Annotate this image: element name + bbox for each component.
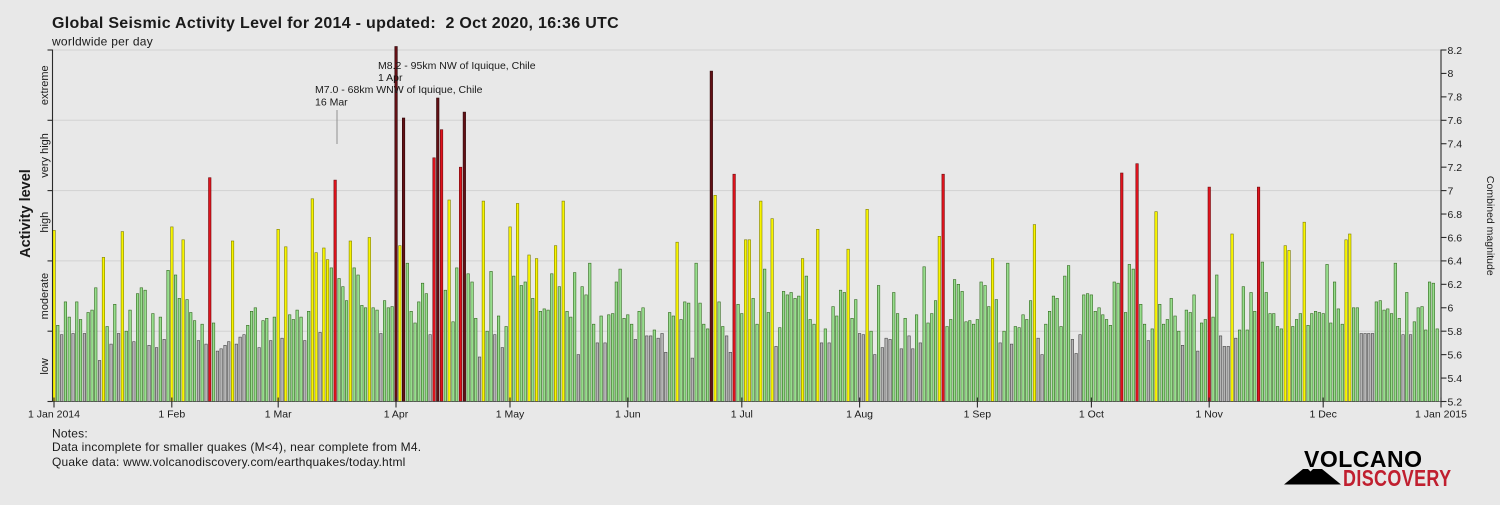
svg-text:8: 8 — [1448, 68, 1454, 80]
svg-text:7.2: 7.2 — [1448, 162, 1463, 174]
svg-text:6.2: 6.2 — [1448, 279, 1463, 291]
svg-text:1 Jul: 1 Jul — [731, 409, 753, 421]
svg-text:1 Apr: 1 Apr — [378, 72, 403, 84]
svg-text:very high: very high — [39, 133, 51, 178]
svg-text:M8.2 - 95km NW of Iquique, Chi: M8.2 - 95km NW of Iquique, Chile — [378, 60, 536, 72]
svg-text:extreme: extreme — [39, 65, 51, 105]
svg-text:Notes:: Notes: — [52, 427, 88, 441]
svg-text:6: 6 — [1448, 303, 1454, 315]
svg-text:Quake data: www.volcanodiscove: Quake data: www.volcanodiscovery.com/ear… — [52, 455, 406, 469]
svg-text:1 Oct: 1 Oct — [1079, 409, 1104, 421]
svg-text:DISCOVERY: DISCOVERY — [1343, 466, 1451, 492]
svg-text:8.2: 8.2 — [1448, 45, 1463, 57]
svg-text:1 Jun: 1 Jun — [615, 409, 641, 421]
svg-text:Data incomplete for smaller qu: Data incomplete for smaller quakes (M<4)… — [52, 440, 421, 454]
svg-text:16 Mar: 16 Mar — [315, 97, 348, 109]
svg-text:1 Apr: 1 Apr — [384, 409, 409, 421]
svg-text:5.6: 5.6 — [1448, 349, 1463, 361]
svg-text:1 Sep: 1 Sep — [964, 409, 992, 421]
svg-text:1 Jan 2015: 1 Jan 2015 — [1415, 409, 1467, 421]
svg-text:Global Seismic Activity Level: Global Seismic Activity Level for 2014 -… — [52, 15, 619, 32]
svg-text:1 Jan 2014: 1 Jan 2014 — [28, 409, 80, 421]
svg-text:1 Dec: 1 Dec — [1309, 409, 1336, 421]
svg-text:1 Aug: 1 Aug — [846, 409, 873, 421]
svg-text:M7.0 - 68km WNW of Iquique, Ch: M7.0 - 68km WNW of Iquique, Chile — [315, 84, 483, 96]
svg-text:7: 7 — [1448, 185, 1454, 197]
svg-text:6.8: 6.8 — [1448, 209, 1463, 221]
svg-text:1 Mar: 1 Mar — [265, 409, 292, 421]
svg-text:high: high — [39, 212, 51, 233]
svg-text:moderate: moderate — [39, 273, 51, 319]
svg-text:1 Feb: 1 Feb — [158, 409, 185, 421]
svg-text:5.4: 5.4 — [1448, 373, 1463, 385]
svg-text:VOLCANO: VOLCANO — [1304, 446, 1423, 472]
svg-text:1 Nov: 1 Nov — [1195, 409, 1223, 421]
svg-text:low: low — [39, 358, 51, 375]
svg-text:1 May: 1 May — [496, 409, 525, 421]
svg-text:7.4: 7.4 — [1448, 139, 1463, 151]
svg-text:7.8: 7.8 — [1448, 92, 1463, 104]
svg-text:5.8: 5.8 — [1448, 326, 1463, 338]
svg-text:5.2: 5.2 — [1448, 396, 1463, 408]
svg-text:Activity level: Activity level — [18, 169, 34, 258]
svg-text:worldwide per day: worldwide per day — [51, 35, 153, 49]
svg-text:Combined magnitude: Combined magnitude — [1484, 176, 1496, 276]
svg-text:6.4: 6.4 — [1448, 256, 1463, 268]
svg-text:6.6: 6.6 — [1448, 232, 1463, 244]
svg-text:7.6: 7.6 — [1448, 115, 1463, 127]
